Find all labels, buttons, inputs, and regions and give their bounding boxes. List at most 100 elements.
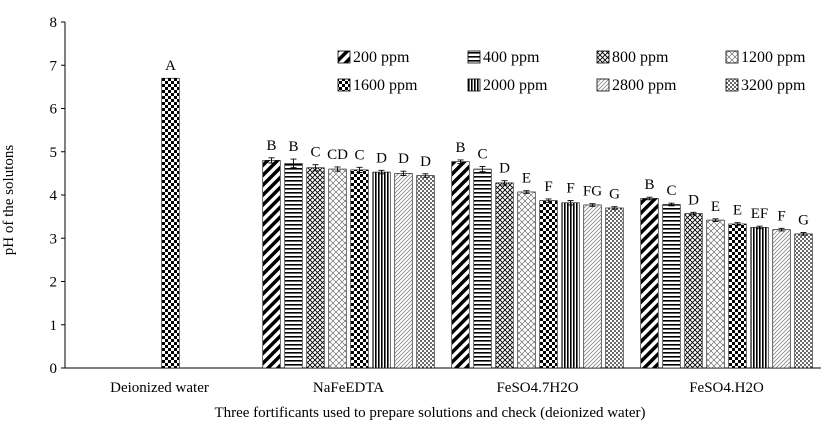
legend-label: 400 ppm — [483, 49, 540, 66]
error-bar — [457, 159, 464, 164]
error-bar — [501, 180, 508, 186]
error-bar — [567, 200, 574, 206]
significance-label: C — [477, 146, 487, 162]
legend-swatch — [725, 50, 739, 64]
significance-label: G — [609, 187, 620, 203]
significance-label: C — [666, 183, 676, 199]
error-bar — [268, 157, 275, 164]
legend-label: 3200 ppm — [741, 77, 806, 94]
bar — [605, 207, 624, 369]
legend-label: 1600 ppm — [353, 77, 418, 94]
significance-label: F — [566, 181, 574, 197]
significance-label: D — [398, 151, 409, 167]
x-tick-label: FeSO4.7H2O — [496, 380, 578, 396]
error-bar — [422, 173, 429, 178]
bar — [394, 173, 413, 369]
bar — [662, 204, 681, 369]
bar — [262, 160, 281, 369]
y-tick-label: 2 — [50, 275, 58, 291]
legend-label: 2000 ppm — [483, 77, 548, 94]
error-bar — [356, 166, 363, 173]
x-tick-label: NaFeEDTA — [313, 380, 384, 396]
legend-label: 200 ppm — [353, 49, 410, 66]
bar — [728, 223, 747, 369]
bar — [495, 182, 514, 369]
error-bar — [290, 158, 297, 169]
x-tick-label: FeSO4.H2O — [689, 380, 764, 396]
bar — [684, 213, 703, 369]
bar — [451, 161, 470, 369]
bar — [284, 163, 303, 369]
legend: 200 ppm 400 ppm 800 ppm 1200 ppm 1600 ppm 200… — [337, 49, 806, 94]
error-bar — [668, 202, 675, 207]
legend-swatch — [467, 78, 481, 92]
bar — [473, 168, 492, 369]
significance-label: B — [266, 138, 276, 154]
significance-label: C — [310, 145, 320, 161]
legend-swatch — [596, 78, 610, 92]
bar — [372, 171, 391, 369]
error-bar — [545, 198, 552, 203]
y-axis: 0 1 2 3 4 5 6 7 8 — [50, 15, 66, 377]
significance-label: FG — [583, 184, 602, 200]
y-tick-label: 7 — [50, 58, 58, 74]
y-axis-title: pH of the solutons — [1, 145, 17, 256]
legend-label: 2800 ppm — [612, 77, 677, 94]
bar — [561, 202, 580, 369]
error-bar — [589, 203, 596, 207]
bar — [794, 233, 813, 369]
error-bar — [756, 225, 763, 230]
y-tick-label: 5 — [50, 145, 58, 161]
bar — [161, 77, 180, 369]
significance-label: D — [499, 161, 510, 177]
legend-label: 1200 ppm — [741, 49, 806, 66]
bar — [306, 167, 325, 369]
error-bar — [778, 227, 785, 232]
significance-label: D — [688, 192, 699, 208]
significance-label: F — [544, 179, 552, 195]
y-tick-label: 3 — [50, 231, 58, 247]
bar — [583, 204, 602, 369]
y-tick-label: 1 — [50, 318, 58, 334]
y-tick-label: 0 — [50, 361, 58, 377]
legend-swatch — [337, 78, 351, 92]
significance-label: E — [711, 199, 720, 215]
bar — [750, 227, 769, 369]
y-tick-label: 6 — [50, 102, 58, 118]
legend-swatch — [725, 78, 739, 92]
significance-label: D — [376, 150, 387, 166]
significance-label: CD — [327, 147, 348, 163]
legend-swatch — [467, 50, 481, 64]
error-bar — [400, 170, 407, 176]
significance-label: E — [522, 171, 531, 187]
error-bar — [690, 211, 697, 216]
error-bar — [334, 166, 341, 172]
x-tick-label: Deionized water — [110, 380, 209, 396]
bar — [772, 229, 791, 369]
significance-label: F — [777, 208, 785, 224]
significance-label: A — [165, 58, 176, 74]
legend-swatch — [337, 50, 351, 64]
significance-label: B — [288, 139, 298, 155]
significance-label: B — [644, 177, 654, 193]
significance-label: B — [455, 140, 465, 156]
bar — [328, 168, 347, 369]
bar — [539, 200, 558, 369]
error-bar — [523, 190, 530, 194]
significance-label: G — [798, 213, 809, 229]
y-tick-label: 8 — [50, 15, 58, 31]
x-axis-title: Three fortificants used to prepare solut… — [214, 405, 645, 421]
significance-label: D — [420, 154, 431, 170]
error-bar — [611, 206, 618, 210]
error-bar — [479, 166, 486, 173]
x-axis: Deionized water NaFeEDTA FeSO4.7H2O FeSO4.H… — [65, 367, 821, 396]
significance-label: C — [354, 147, 364, 163]
error-bar — [734, 222, 741, 226]
significance-label: EF — [751, 206, 769, 222]
significance-label: E — [733, 203, 742, 219]
y-tick-label: 4 — [50, 188, 58, 204]
legend-swatch — [596, 50, 610, 64]
legend-label: 800 ppm — [612, 49, 669, 66]
